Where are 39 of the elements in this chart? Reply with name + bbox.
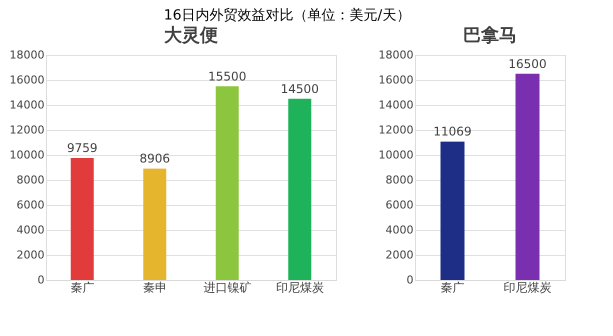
y-tick-label: 2000 <box>386 248 414 262</box>
x-tick-label: 秦申 <box>142 280 167 294</box>
y-tick-label: 18000 <box>10 48 44 62</box>
y-tick-label: 0 <box>406 274 414 286</box>
bar <box>70 158 94 280</box>
x-tick-label: 进口镍矿 <box>203 280 252 294</box>
text: 16日内外贸效益对比（单位：美元/天） <box>164 8 410 24</box>
chart-title: 巴拿马 <box>463 25 517 46</box>
y-tick-label: 10000 <box>10 148 44 162</box>
y-tick-label: 10000 <box>378 148 414 162</box>
y-tick-label: 6000 <box>16 198 44 212</box>
y-tick-label: 14000 <box>10 98 44 112</box>
x-tick-label: 印尼煤炭 <box>504 280 552 294</box>
chart-title: 大灵便 <box>163 25 218 46</box>
y-tick-label: 4000 <box>16 224 44 236</box>
y-tick-label: 16000 <box>10 74 44 86</box>
data-label: 9759 <box>66 141 98 156</box>
x-tick-label: 印尼煤炭 <box>276 280 324 294</box>
y-tick-label: 18000 <box>378 48 414 62</box>
y-tick-label: 4000 <box>386 224 414 236</box>
y-tick-label: 12000 <box>10 124 44 136</box>
x-tick-label: 秦广 <box>70 280 94 294</box>
data-label: 11069 <box>433 124 472 139</box>
x-tick-label: 秦广 <box>440 280 464 294</box>
y-tick-label: 8000 <box>16 174 44 186</box>
data-label: 8906 <box>139 152 170 166</box>
bar <box>216 86 239 280</box>
y-tick-label: 12000 <box>378 124 414 136</box>
bar <box>143 168 166 280</box>
y-tick-label: 14000 <box>378 98 414 112</box>
data-label: 14500 <box>280 82 319 96</box>
y-tick-label: 0 <box>38 274 44 286</box>
data-label: 16500 <box>508 56 547 71</box>
data-label: 15500 <box>208 69 246 84</box>
y-tick-label: 6000 <box>386 198 414 212</box>
y-tick-label: 16000 <box>378 74 414 86</box>
bar <box>288 98 312 280</box>
y-tick-label: 8000 <box>386 174 414 186</box>
y-tick-label: 2000 <box>16 248 44 262</box>
